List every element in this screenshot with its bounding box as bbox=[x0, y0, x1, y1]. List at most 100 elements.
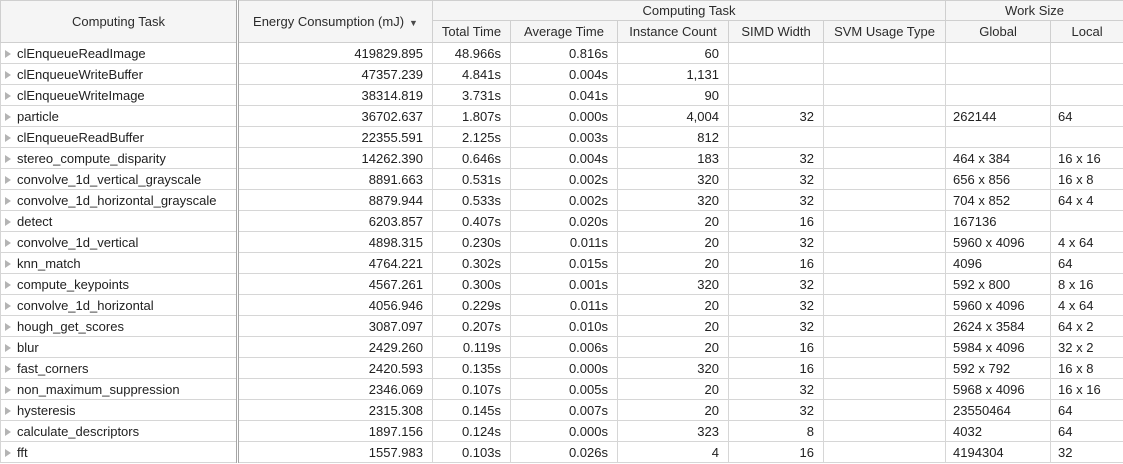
expand-icon[interactable] bbox=[5, 448, 11, 457]
column-header-simd-width[interactable]: SIMD Width bbox=[728, 20, 824, 43]
task-cell: calculate_descriptors bbox=[0, 420, 238, 442]
expand-icon[interactable] bbox=[5, 406, 11, 415]
column-header-instance-count[interactable]: Instance Count bbox=[617, 20, 729, 43]
table-row[interactable]: compute_keypoints 4567.261 0.300s 0.001s… bbox=[0, 273, 1123, 295]
task-cell: hysteresis bbox=[0, 399, 238, 421]
table-row[interactable]: stereo_compute_disparity 14262.390 0.646… bbox=[0, 147, 1123, 169]
expand-icon[interactable] bbox=[5, 301, 11, 310]
expand-icon[interactable] bbox=[5, 112, 11, 121]
energy-cell: 36702.637 bbox=[236, 105, 433, 127]
expand-icon[interactable] bbox=[5, 133, 11, 142]
instance-count-cell: 20 bbox=[617, 210, 729, 232]
global-work-size-cell: 4096 bbox=[945, 252, 1052, 274]
expand-icon[interactable] bbox=[5, 364, 11, 373]
table-row[interactable]: fft 1557.983 0.103s 0.026s 4 16 4194304 … bbox=[0, 441, 1123, 463]
table-body: clEnqueueReadImage 419829.895 48.966s 0.… bbox=[0, 42, 1123, 463]
total-time-cell: 4.841s bbox=[432, 63, 511, 85]
instance-count-cell: 60 bbox=[617, 42, 729, 64]
global-work-size-cell: 2624 x 3584 bbox=[945, 315, 1052, 337]
instance-count-cell: 20 bbox=[617, 315, 729, 337]
task-name: non_maximum_suppression bbox=[17, 382, 180, 398]
group-header-work-size: Work Size bbox=[945, 0, 1123, 21]
task-cell: convolve_1d_horizontal bbox=[0, 294, 238, 316]
energy-cell: 3087.097 bbox=[236, 315, 433, 337]
expand-icon[interactable] bbox=[5, 154, 11, 163]
simd-width-cell: 32 bbox=[728, 378, 824, 400]
table-row[interactable]: clEnqueueWriteBuffer 47357.239 4.841s 0.… bbox=[0, 63, 1123, 85]
column-header-global[interactable]: Global bbox=[945, 20, 1052, 43]
svm-usage-type-cell bbox=[822, 357, 947, 379]
expand-icon[interactable] bbox=[5, 49, 11, 58]
energy-cell: 2429.260 bbox=[236, 336, 433, 358]
column-header-average-time[interactable]: Average Time bbox=[510, 20, 618, 43]
total-time-cell: 48.966s bbox=[432, 42, 511, 64]
expand-icon[interactable] bbox=[5, 238, 11, 247]
task-cell: clEnqueueReadImage bbox=[0, 42, 238, 64]
total-time-cell: 0.103s bbox=[432, 441, 511, 463]
instance-count-cell: 20 bbox=[617, 231, 729, 253]
column-header-computing-task[interactable]: Computing Task bbox=[0, 0, 238, 43]
task-cell: fft bbox=[0, 441, 238, 463]
column-header-energy-consumption[interactable]: Energy Consumption (mJ) ▼ bbox=[236, 0, 433, 43]
expand-icon[interactable] bbox=[5, 385, 11, 394]
expand-icon[interactable] bbox=[5, 70, 11, 79]
instance-count-cell: 812 bbox=[617, 126, 729, 148]
energy-cell: 14262.390 bbox=[236, 147, 433, 169]
instance-count-cell: 4,004 bbox=[617, 105, 729, 127]
table-row[interactable]: hysteresis 2315.308 0.145s 0.007s 20 32 … bbox=[0, 399, 1123, 421]
table-row[interactable]: convolve_1d_horizontal_grayscale 8879.94… bbox=[0, 189, 1123, 211]
instance-count-cell: 183 bbox=[617, 147, 729, 169]
table-row[interactable]: clEnqueueWriteImage 38314.819 3.731s 0.0… bbox=[0, 84, 1123, 106]
energy-cell: 1557.983 bbox=[236, 441, 433, 463]
table-row[interactable]: blur 2429.260 0.119s 0.006s 20 16 5984 x… bbox=[0, 336, 1123, 358]
table-row[interactable]: clEnqueueReadBuffer 22355.591 2.125s 0.0… bbox=[0, 126, 1123, 148]
local-work-size-cell: 64 bbox=[1050, 420, 1123, 442]
local-work-size-cell: 16 x 8 bbox=[1050, 357, 1123, 379]
table-row[interactable]: convolve_1d_horizontal 4056.946 0.229s 0… bbox=[0, 294, 1123, 316]
expand-icon[interactable] bbox=[5, 280, 11, 289]
average-time-cell: 0.004s bbox=[510, 147, 618, 169]
expand-icon[interactable] bbox=[5, 322, 11, 331]
table-row[interactable]: hough_get_scores 3087.097 0.207s 0.010s … bbox=[0, 315, 1123, 337]
task-cell: clEnqueueWriteImage bbox=[0, 84, 238, 106]
table-row[interactable]: knn_match 4764.221 0.302s 0.015s 20 16 4… bbox=[0, 252, 1123, 274]
instance-count-cell: 20 bbox=[617, 294, 729, 316]
local-work-size-cell: 16 x 16 bbox=[1050, 147, 1123, 169]
expand-icon[interactable] bbox=[5, 427, 11, 436]
table-row[interactable]: detect 6203.857 0.407s 0.020s 20 16 1671… bbox=[0, 210, 1123, 232]
table-row[interactable]: fast_corners 2420.593 0.135s 0.000s 320 … bbox=[0, 357, 1123, 379]
table-row[interactable]: particle 36702.637 1.807s 0.000s 4,004 3… bbox=[0, 105, 1123, 127]
task-name: compute_keypoints bbox=[17, 277, 130, 293]
table-row[interactable]: convolve_1d_vertical 4898.315 0.230s 0.0… bbox=[0, 231, 1123, 253]
expand-icon[interactable] bbox=[5, 343, 11, 352]
table-header: Computing Task Energy Consumption (mJ) ▼ … bbox=[0, 0, 1123, 43]
column-header-local[interactable]: Local bbox=[1050, 20, 1123, 43]
energy-cell: 2315.308 bbox=[236, 399, 433, 421]
average-time-cell: 0.007s bbox=[510, 399, 618, 421]
average-time-cell: 0.000s bbox=[510, 420, 618, 442]
task-cell: fast_corners bbox=[0, 357, 238, 379]
simd-width-cell bbox=[728, 42, 824, 64]
table-row[interactable]: non_maximum_suppression 2346.069 0.107s … bbox=[0, 378, 1123, 400]
instance-count-cell: 1,131 bbox=[617, 63, 729, 85]
table-row[interactable]: clEnqueueReadImage 419829.895 48.966s 0.… bbox=[0, 42, 1123, 64]
local-work-size-cell bbox=[1050, 84, 1123, 106]
svm-usage-type-cell bbox=[822, 63, 947, 85]
task-name: detect bbox=[17, 214, 53, 230]
svm-usage-type-cell bbox=[822, 210, 947, 232]
table-row[interactable]: convolve_1d_vertical_grayscale 8891.663 … bbox=[0, 168, 1123, 190]
expand-icon[interactable] bbox=[5, 91, 11, 100]
global-work-size-cell: 5968 x 4096 bbox=[945, 378, 1052, 400]
column-header-total-time[interactable]: Total Time bbox=[432, 20, 511, 43]
average-time-cell: 0.011s bbox=[510, 231, 618, 253]
table-row[interactable]: calculate_descriptors 1897.156 0.124s 0.… bbox=[0, 420, 1123, 442]
expand-icon[interactable] bbox=[5, 259, 11, 268]
expand-icon[interactable] bbox=[5, 196, 11, 205]
expand-icon[interactable] bbox=[5, 217, 11, 226]
task-cell: clEnqueueReadBuffer bbox=[0, 126, 238, 148]
expand-icon[interactable] bbox=[5, 175, 11, 184]
column-header-svm-usage-type[interactable]: SVM Usage Type bbox=[822, 20, 947, 43]
average-time-cell: 0.002s bbox=[510, 168, 618, 190]
average-time-cell: 0.002s bbox=[510, 189, 618, 211]
